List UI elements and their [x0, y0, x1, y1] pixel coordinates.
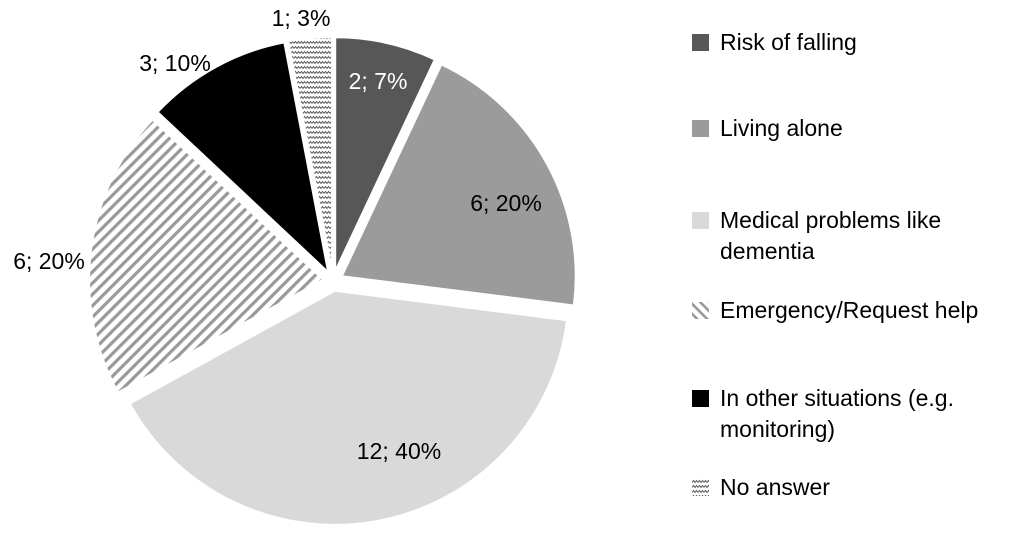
- pie-slice-data-label-0: 2; 7%: [349, 68, 408, 94]
- legend-label-line: monitoring): [720, 416, 836, 442]
- legend-item-5: No answer: [692, 472, 830, 503]
- legend-label-line: No answer: [720, 474, 830, 500]
- legend-item-4: In other situations (e.g. monitoring): [692, 383, 954, 445]
- legend-label-3: Emergency/Request help: [720, 295, 978, 326]
- pie-slice-data-label-1: 6; 20%: [470, 190, 542, 216]
- pie-slice-3: [88, 118, 325, 394]
- legend-swatch-1: [692, 120, 709, 137]
- legend-label-4: In other situations (e.g. monitoring): [720, 383, 954, 445]
- legend-label-1: Living alone: [720, 113, 843, 144]
- legend-swatch-5: [692, 479, 709, 496]
- pie-slice-data-label-4: 3; 10%: [139, 50, 211, 76]
- legend-item-1: Living alone: [692, 113, 843, 144]
- legend-swatch-2: [692, 212, 709, 229]
- legend-label-line: dementia: [720, 238, 815, 264]
- pie-slice-1: [340, 63, 577, 307]
- legend-swatch-3: [692, 302, 709, 319]
- legend-label-line: Living alone: [720, 115, 843, 141]
- pie-slice-0: [334, 36, 436, 273]
- legend-label-0: Risk of falling: [720, 27, 857, 58]
- legend-item-0: Risk of falling: [692, 27, 857, 58]
- pie-slice-4: [156, 41, 330, 274]
- legend-label-line: Emergency/Request help: [720, 297, 979, 323]
- legend-label-line: In other situations (e.g.: [720, 385, 954, 411]
- pie-chart: 2; 7% 6; 20% 12; 40% 6; 20% 3; 10% 1; 3%: [13, 5, 577, 526]
- legend-label-2: Medical problems like dementia: [720, 205, 941, 267]
- legend-label-line: Risk of falling: [720, 29, 857, 55]
- pie-slice-data-label-5: 1; 3%: [272, 5, 331, 31]
- legend-item-2: Medical problems like dementia: [692, 205, 941, 267]
- pie-slice-data-label-2: 12; 40%: [357, 438, 441, 464]
- pie-slice-2: [128, 289, 568, 526]
- legend-swatch-4: [692, 390, 709, 407]
- legend-swatch-0: [692, 34, 709, 51]
- legend-item-3: Emergency/Request help: [692, 295, 978, 326]
- pie-slice-data-label-3: 6; 20%: [13, 248, 85, 274]
- legend-label-5: No answer: [720, 472, 830, 503]
- pie-slice-5: [287, 36, 334, 272]
- legend-label-line: Medical problems like: [720, 207, 942, 233]
